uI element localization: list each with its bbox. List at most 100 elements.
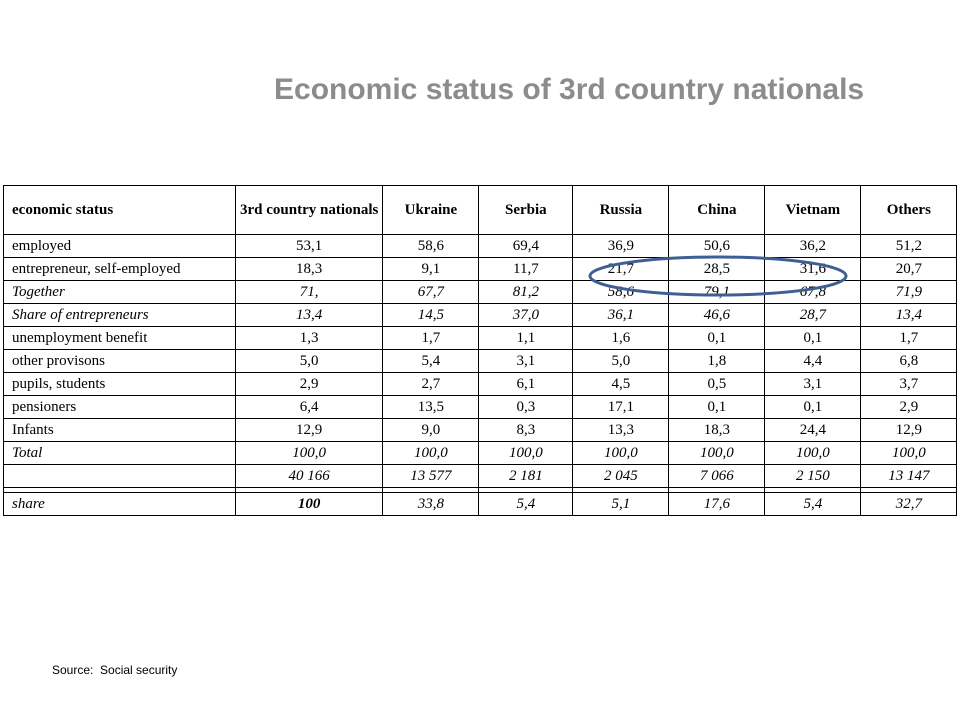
header-economic-status: economic status (3, 185, 236, 235)
table-row: Infants 12,9 9,0 8,3 13,3 18,3 24,4 12,9 (3, 418, 958, 442)
table-cell: 67,7 (382, 280, 480, 304)
share-cell: 17,6 (668, 492, 766, 516)
table-cell: 6,1 (478, 372, 574, 396)
table-cell: 31,6 (764, 257, 862, 281)
table-cell: 51,2 (860, 234, 958, 258)
table-cell: 36,1 (572, 303, 670, 327)
table-cell: 24,4 (764, 418, 862, 442)
table-cell: 5,0 (234, 349, 384, 373)
table-row: Total 100,0 100,0 100,0 100,0 100,0 100,0 100,0 (3, 441, 958, 465)
row-label: other provisons (3, 349, 236, 373)
table-row: unemployment benefit 1,3 1,7 1,1 1,6 0,1 0,1 1,… (3, 326, 958, 350)
table-cell: 100,0 (668, 441, 766, 465)
table-cell: 3,1 (764, 372, 862, 396)
table-cell: 46,6 (668, 303, 766, 327)
table-cell: 0,3 (478, 395, 574, 419)
table-cell: 67,8 (764, 280, 862, 304)
table-row: Share of entrepreneurs 13,4 14,5 37,0 36,1 46… (3, 303, 958, 327)
header-col-4: Russia (572, 185, 670, 235)
header-col-5: China (668, 185, 766, 235)
table-cell: 17,1 (572, 395, 670, 419)
table-header-row: economic status 3rd country nationals Ukra… (3, 185, 958, 235)
row-label: entrepreneur, self-employed (3, 257, 236, 281)
row-label: Together (3, 280, 236, 304)
table-cell: 100,0 (764, 441, 862, 465)
table-cell: 1,1 (478, 326, 574, 350)
table-cell: 37,0 (478, 303, 574, 327)
share-cell: 33,8 (382, 492, 480, 516)
share-cell: 5,4 (764, 492, 862, 516)
table-cell: 5,0 (572, 349, 670, 373)
table-cell: 3,1 (478, 349, 574, 373)
table-cell: 5,4 (382, 349, 480, 373)
table-cell: 2,9 (860, 395, 958, 419)
table-cell: 2,7 (382, 372, 480, 396)
table-cell: 21,7 (572, 257, 670, 281)
table-cell: 9,1 (382, 257, 480, 281)
row-label: unemployment benefit (3, 326, 236, 350)
table-cell: 53,1 (234, 234, 384, 258)
table-cell: 18,3 (234, 257, 384, 281)
economic-status-table: economic status 3rd country nationals Ukra… (3, 185, 958, 516)
table-cell: 100,0 (382, 441, 480, 465)
row-label: pupils, students (3, 372, 236, 396)
table-cell: 69,4 (478, 234, 574, 258)
table-cell: 100,0 (234, 441, 384, 465)
table-cell: 36,9 (572, 234, 670, 258)
table-cell: 6,4 (234, 395, 384, 419)
table-cell: 79,1 (668, 280, 766, 304)
slide-title: Economic status of 3rd country nationals (274, 73, 865, 106)
table-row: employed 53,1 58,6 69,4 36,9 50,6 36,2 51,2 (3, 234, 958, 258)
header-col-7: Others (860, 185, 958, 235)
table-cell: 2 150 (764, 464, 862, 488)
table-cell: 81,2 (478, 280, 574, 304)
table-cell: 14,5 (382, 303, 480, 327)
table-cell: 9,0 (382, 418, 480, 442)
table-cell: 8,3 (478, 418, 574, 442)
table-cell: 36,2 (764, 234, 862, 258)
row-label: pensioners (3, 395, 236, 419)
table-row: pensioners 6,4 13,5 0,3 17,1 0,1 0,1 2,9 (3, 395, 958, 419)
table-cell: 100,0 (572, 441, 670, 465)
table-cell: 2,9 (234, 372, 384, 396)
header-col-2: Ukraine (382, 185, 480, 235)
table-cell: 0,1 (764, 326, 862, 350)
table-cell: 4,5 (572, 372, 670, 396)
table-cell: 18,3 (668, 418, 766, 442)
table-cell: 13 147 (860, 464, 958, 488)
row-label: Infants (3, 418, 236, 442)
table-cell: 0,1 (668, 395, 766, 419)
table-cell: 1,7 (860, 326, 958, 350)
table-cell: 13,4 (234, 303, 384, 327)
table-cell: 2 181 (478, 464, 574, 488)
table-row: Together 71, 67,7 81,2 58,6 79,1 67,8 71,9 (3, 280, 958, 304)
economic-status-table-container: economic status 3rd country nationals Ukra… (3, 185, 958, 516)
table-cell: 100,0 (860, 441, 958, 465)
share-cell: 32,7 (860, 492, 958, 516)
share-cell: 5,1 (572, 492, 670, 516)
header-col-3: Serbia (478, 185, 574, 235)
table-row: pupils, students 2,9 2,7 6,1 4,5 0,5 3,1 3,7 (3, 372, 958, 396)
table-cell: 0,1 (668, 326, 766, 350)
table-cell: 20,7 (860, 257, 958, 281)
share-label: share (3, 492, 236, 516)
table-cell: 13,5 (382, 395, 480, 419)
table-cell: 13,3 (572, 418, 670, 442)
table-cell: 4,4 (764, 349, 862, 373)
table-cell: 58,6 (382, 234, 480, 258)
table-cell: 40 166 (234, 464, 384, 488)
share-cell: 5,4 (478, 492, 574, 516)
header-col-1: 3rd country nationals (234, 185, 384, 235)
table-cell: 28,5 (668, 257, 766, 281)
table-cell: 71,9 (860, 280, 958, 304)
share-row: share 100 33,8 5,4 5,1 17,6 5,4 32,7 (3, 492, 958, 516)
table-cell: 3,7 (860, 372, 958, 396)
share-cell: 100 (234, 492, 384, 516)
source-note: Source: Social security (52, 663, 178, 677)
table-cell: 58,6 (572, 280, 670, 304)
table-cell: 0,1 (764, 395, 862, 419)
row-label: employed (3, 234, 236, 258)
table-cell: 13,4 (860, 303, 958, 327)
table-cell: 13 577 (382, 464, 480, 488)
table-cell: 1,7 (382, 326, 480, 350)
